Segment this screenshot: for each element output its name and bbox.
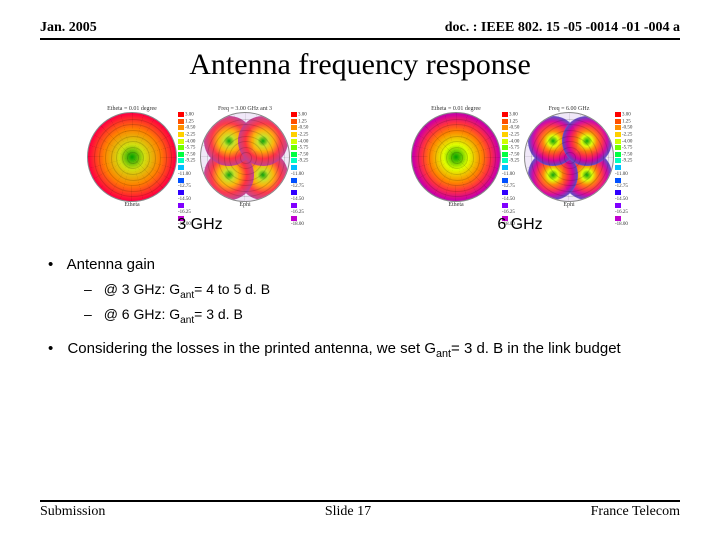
color-legend: 3.001.25-0.50-2.25-4.00-5.75-7.50-9.25-1…	[291, 112, 309, 202]
color-legend: 3.001.25-0.50-2.25-4.00-5.75-7.50-9.25-1…	[178, 112, 196, 202]
plot-bottom-label: Ephi	[239, 202, 250, 208]
freq-labels: 3 GHz 6 GHz	[40, 216, 680, 234]
sub2-prefix: @ 6 GHz: G	[104, 306, 180, 322]
sub1-suffix: = 4 to 5 d. B	[194, 281, 270, 297]
bullet-losses: Considering the losses in the printed an…	[48, 338, 680, 362]
bullet-gain-text: Antenna gain	[67, 256, 155, 273]
sub2-suffix: = 3 d. B	[194, 306, 243, 322]
freq-label-6ghz: 6 GHz	[360, 216, 680, 234]
bullets: Antenna gain @ 3 GHz: Gant= 4 to 5 d. B …	[40, 254, 680, 363]
polar-group-1: Etheta = 0.01 degreeEtheta3.001.25-0.50-…	[411, 106, 633, 208]
polar-plot	[524, 112, 614, 202]
header: Jan. 2005 doc. : IEEE 802. 15 -05 -0014 …	[40, 20, 680, 40]
plots-row: Etheta = 0.01 degreeEtheta3.001.25-0.50-…	[40, 106, 680, 208]
freq-label-3ghz: 3 GHz	[40, 216, 360, 234]
footer: Submission Slide 17 France Telecom	[40, 500, 680, 520]
bullet-gain: Antenna gain @ 3 GHz: Gant= 4 to 5 d. B …	[48, 254, 680, 328]
polar-wrap: Freq = 3.00 GHz ant 3Ephi3.001.25-0.50-2…	[200, 106, 309, 208]
item2-sub: ant	[436, 348, 451, 360]
polar-plot	[411, 112, 501, 202]
sub2-sub: ant	[180, 315, 194, 326]
polar-plot	[87, 112, 177, 202]
page-title: Antenna frequency response	[40, 48, 680, 82]
plot-bottom-label: Etheta	[448, 202, 463, 208]
plot-bottom-label: Ephi	[563, 202, 574, 208]
sub1-prefix: @ 3 GHz: G	[104, 281, 180, 297]
bullet-sub-3ghz: @ 3 GHz: Gant= 4 to 5 d. B	[84, 279, 680, 303]
plot-bottom-label: Etheta	[124, 202, 139, 208]
color-legend: 3.001.25-0.50-2.25-4.00-5.75-7.50-9.25-1…	[502, 112, 520, 202]
footer-right: France Telecom	[591, 504, 680, 520]
item2-suffix: = 3 d. B in the link budget	[451, 340, 621, 357]
polar-wrap: Etheta = 0.01 degreeEtheta3.001.25-0.50-…	[87, 106, 196, 208]
bullet-sub-6ghz: @ 6 GHz: Gant= 3 d. B	[84, 304, 680, 328]
header-doc: doc. : IEEE 802. 15 -05 -0014 -01 -004 a	[445, 20, 680, 36]
header-date: Jan. 2005	[40, 20, 97, 36]
sub1-sub: ant	[180, 289, 194, 300]
item2-prefix: Considering the losses in the printed an…	[67, 340, 436, 357]
polar-group-0: Etheta = 0.01 degreeEtheta3.001.25-0.50-…	[87, 106, 309, 208]
polar-plot	[200, 112, 290, 202]
footer-left: Submission	[40, 504, 105, 520]
color-legend: 3.001.25-0.50-2.25-4.00-5.75-7.50-9.25-1…	[615, 112, 633, 202]
polar-wrap: Freq = 6.00 GHzEphi3.001.25-0.50-2.25-4.…	[524, 106, 633, 208]
footer-center: Slide 17	[325, 504, 371, 520]
polar-wrap: Etheta = 0.01 degreeEtheta3.001.25-0.50-…	[411, 106, 520, 208]
